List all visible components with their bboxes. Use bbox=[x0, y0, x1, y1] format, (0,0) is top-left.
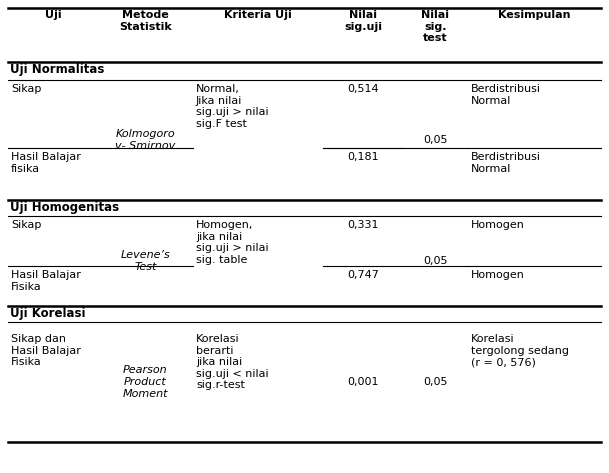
Text: Normal,
Jika nilai
sig.uji > nilai
sig.F test: Normal, Jika nilai sig.uji > nilai sig.F… bbox=[196, 84, 269, 129]
Text: Homogen: Homogen bbox=[471, 220, 525, 230]
Text: Nilai
sig.uji: Nilai sig.uji bbox=[344, 10, 382, 32]
Text: Uji Korelasi: Uji Korelasi bbox=[10, 307, 85, 320]
Text: Sikap dan
Hasil Balajar
Fisika: Sikap dan Hasil Balajar Fisika bbox=[11, 334, 81, 367]
Text: 0,747: 0,747 bbox=[347, 270, 379, 280]
Text: Korelasi
berarti
jika nilai
sig.uji < nilai
sig.r-test: Korelasi berarti jika nilai sig.uji < ni… bbox=[196, 334, 269, 390]
Text: Nilai
sig.
test: Nilai sig. test bbox=[421, 10, 449, 43]
Text: Kriteria Uji: Kriteria Uji bbox=[224, 10, 292, 20]
Text: 0,514: 0,514 bbox=[347, 84, 379, 94]
Text: Pearson
Product
Moment: Pearson Product Moment bbox=[123, 366, 168, 399]
Text: Kesimpulan: Kesimpulan bbox=[498, 10, 571, 20]
Text: 0,331: 0,331 bbox=[347, 220, 379, 230]
Text: Berdistribusi
Normal: Berdistribusi Normal bbox=[471, 152, 541, 174]
Text: Hasil Balajar
fisika: Hasil Balajar fisika bbox=[11, 152, 81, 174]
Text: Homogen: Homogen bbox=[471, 270, 525, 280]
Text: Sikap: Sikap bbox=[11, 84, 41, 94]
Text: Uji Homogenitas: Uji Homogenitas bbox=[10, 201, 119, 214]
Text: Homogen,
jika nilai
sig.uji > nilai
sig. table: Homogen, jika nilai sig.uji > nilai sig.… bbox=[196, 220, 269, 265]
Text: 0,05: 0,05 bbox=[423, 135, 448, 145]
Text: Kolmogoro
v- Smirnov: Kolmogoro v- Smirnov bbox=[115, 129, 175, 151]
Text: Berdistribusi
Normal: Berdistribusi Normal bbox=[471, 84, 541, 105]
Text: Metode
Statistik: Metode Statistik bbox=[119, 10, 172, 32]
Text: 0,05: 0,05 bbox=[423, 256, 448, 266]
Text: 0,181: 0,181 bbox=[347, 152, 379, 162]
Text: Sikap: Sikap bbox=[11, 220, 41, 230]
Text: Uji: Uji bbox=[44, 10, 62, 20]
Text: Uji Normalitas: Uji Normalitas bbox=[10, 63, 104, 76]
Text: 0,05: 0,05 bbox=[423, 377, 448, 387]
Text: Levene’s
Test: Levene’s Test bbox=[121, 250, 171, 272]
Text: Hasil Balajar
Fisika: Hasil Balajar Fisika bbox=[11, 270, 81, 291]
Text: 0,001: 0,001 bbox=[347, 377, 379, 387]
Text: Korelasi
tergolong sedang
(r = 0, 576): Korelasi tergolong sedang (r = 0, 576) bbox=[471, 334, 569, 367]
